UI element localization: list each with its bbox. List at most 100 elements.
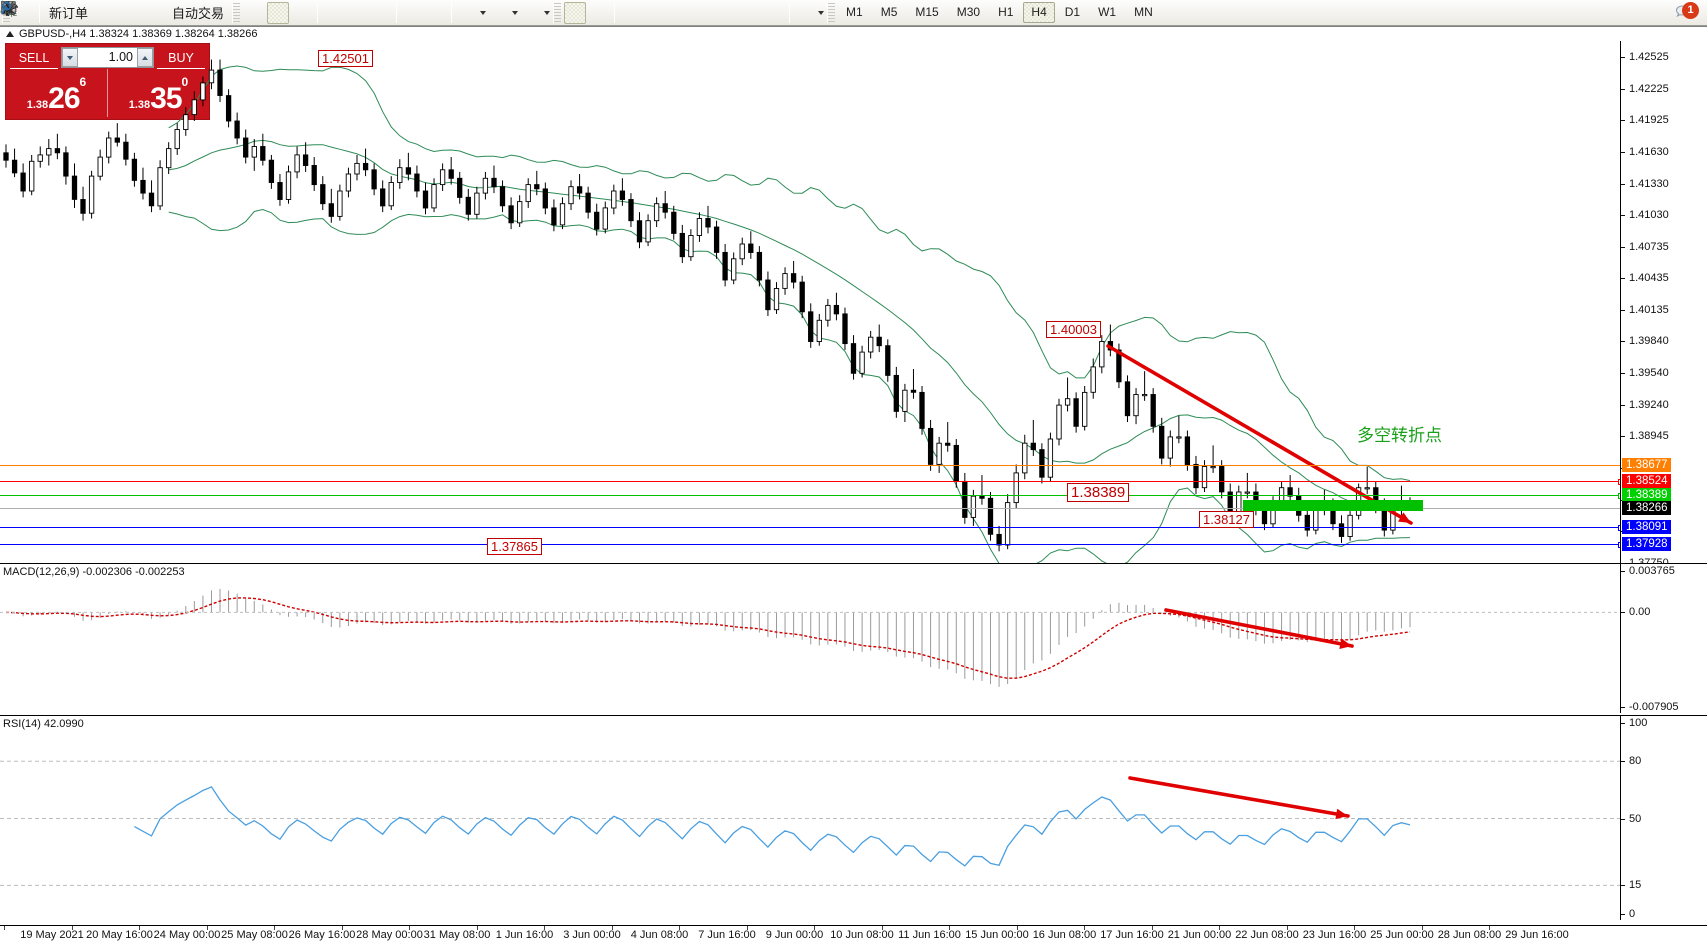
price-level-tag[interactable]: 1.37928	[1622, 537, 1671, 552]
time-tick	[4, 926, 5, 930]
time-label: 22 Jun 08:00	[1235, 929, 1299, 941]
macd-pane-canvas[interactable]: MACD(12,26,9) -0.002306 -0.002253	[0, 564, 1707, 713]
rsi-pane[interactable]: RSI(14) 42.0990 100 80 50 15 0	[0, 715, 1707, 920]
terminal-icon[interactable]	[1, 1, 141, 24]
one-click-trading-panel[interactable]: SELL 1.00 BUY 1.38 26 6 1.38 35 0	[5, 43, 210, 120]
search-icon[interactable]	[0, 1, 1672, 24]
zoom-out-icon[interactable]	[1, 1, 368, 24]
toolbar-grip-2[interactable]	[232, 2, 241, 23]
text-tool-icon[interactable]: A	[2, 2, 761, 24]
timeframe-m1[interactable]: M1	[846, 5, 863, 19]
rsi-pane-canvas[interactable]: RSI(14) 42.0990	[0, 716, 1707, 920]
templates-dropdown-arrow[interactable]	[543, 5, 551, 21]
time-label: 23 Jun 16:00	[1302, 929, 1367, 941]
new-order-button[interactable]: 新订单	[2, 1, 93, 24]
chart-shift-icon[interactable]	[2, 2, 447, 24]
price-tick: 1.41030	[1621, 209, 1669, 221]
buy-button[interactable]: BUY	[157, 47, 205, 69]
price-level-tag[interactable]: 1.38266	[1622, 501, 1671, 516]
folder-icon[interactable]	[0, 2, 117, 24]
period-clock-icon[interactable]	[1, 1, 510, 24]
buy-price-display[interactable]: 1.38 35 0	[107, 69, 209, 117]
rsi-tick: 100	[1621, 717, 1647, 729]
tile-windows-icon[interactable]	[1, 1, 392, 24]
cursor-icon[interactable]	[2, 0, 587, 24]
line-chart-icon[interactable]	[1, 2, 313, 24]
annotation-high-1-42501[interactable]: 1.42501	[318, 50, 373, 67]
toolbar-grip-4[interactable]	[827, 2, 836, 23]
period-dropdown-arrow[interactable]	[511, 5, 519, 21]
price-line-1-38677[interactable]	[0, 464, 1620, 466]
timeframe-w1[interactable]: W1	[1098, 5, 1117, 19]
timeframe-m15[interactable]: M15	[915, 5, 939, 19]
annotation-low-1-37865[interactable]: 1.37865	[487, 538, 542, 555]
price-chart-svg	[3, 59, 1413, 563]
arrows-icon[interactable]	[3, 2, 816, 24]
volume-input[interactable]: 1.00	[78, 48, 137, 67]
chart-title-bar: GBPUSD-,H4 1.38324 1.38369 1.38264 1.382…	[0, 27, 1707, 41]
indicator-dropdown-arrow[interactable]	[479, 5, 487, 21]
macd-pane[interactable]: MACD(12,26,9) -0.002306 -0.002253 0.0037…	[0, 563, 1707, 713]
annotation-swing-1-40003[interactable]: 1.40003	[1046, 321, 1101, 338]
trendline-icon[interactable]	[2, 2, 689, 24]
rsi-tick: 15	[1621, 879, 1641, 891]
oct-price-row: 1.38 26 6 1.38 35 0	[6, 69, 209, 117]
price-axis[interactable]: 1.42525 1.42225 1.41925 1.41630 1.41330 1.410…	[1620, 41, 1707, 569]
timeframe-h1[interactable]: H1	[998, 5, 1014, 19]
price-tick: 1.39240	[1621, 399, 1669, 411]
horizontal-line-icon[interactable]	[2, 2, 665, 24]
timeframe-h4[interactable]: H4	[1023, 2, 1055, 23]
volume-increment-button[interactable]	[137, 48, 153, 67]
sell-price-display[interactable]: 1.38 26 6	[6, 69, 107, 117]
price-level-tag[interactable]: 1.38677	[1622, 457, 1671, 472]
price-pane[interactable]: 1.42501 1.40003 1.38389 1.37865 1.38127 …	[0, 41, 1707, 569]
add-indicator-icon[interactable]	[2, 1, 478, 24]
price-level-tag[interactable]: 1.38091	[1622, 519, 1671, 534]
zoom-in-icon[interactable]	[1, 1, 344, 24]
sell-button[interactable]: SELL	[10, 47, 58, 69]
minimize-triangle-icon[interactable]	[6, 31, 14, 37]
timeframe-mn[interactable]: MN	[1134, 5, 1153, 19]
rsi-axis[interactable]: 100 80 50 15 0	[1620, 716, 1707, 920]
vertical-line-icon[interactable]	[6, 1, 641, 24]
autotrading-button[interactable]: 自动交易	[0, 2, 229, 24]
price-line-1-38389[interactable]	[0, 493, 1624, 500]
arrows-dropdown-arrow[interactable]	[817, 5, 825, 21]
timeframe-m5[interactable]: M5	[880, 5, 898, 19]
toolbar-grip-3[interactable]	[553, 2, 562, 23]
support-zone-highlight[interactable]	[1243, 500, 1423, 511]
price-line-1-37928[interactable]	[0, 542, 1624, 549]
equidistant-channel-icon[interactable]: E	[1, 1, 713, 24]
volume-decrement-button[interactable]	[62, 48, 78, 67]
price-level-tag[interactable]: 1.38389	[1622, 488, 1671, 503]
auto-scroll-icon[interactable]	[2, 2, 423, 24]
price-pane-canvas[interactable]: 1.42501 1.40003 1.38389 1.37865 1.38127 …	[0, 41, 1707, 563]
annotation-chinese-note[interactable]: 多空转折点	[1357, 426, 1442, 446]
chart-window[interactable]: GBPUSD-,H4 1.38324 1.38369 1.38264 1.382…	[0, 26, 1707, 946]
annotation-support-1-38389[interactable]: 1.38389	[1067, 483, 1130, 502]
time-axis[interactable]: 19 May 2021 20 May 16:00 24 May 00:00 25 Ma…	[0, 925, 1707, 946]
fibonacci-icon[interactable]: F	[2, 2, 737, 24]
time-tick	[71, 926, 73, 930]
time-label: 31 May 08:00	[423, 929, 491, 941]
svg-text:E: E	[13, 12, 17, 18]
time-label: 26 May 16:00	[288, 929, 356, 941]
signal-icon[interactable]	[1, 1, 165, 24]
notifications-icon[interactable]: 1	[1674, 1, 1700, 24]
annotation-breakdown-1-38127[interactable]: 1.38127	[1199, 511, 1254, 528]
price-line-1-38524[interactable]	[0, 478, 1624, 485]
crosshair-icon[interactable]	[1, 1, 610, 24]
price-tick: 1.41330	[1621, 178, 1669, 190]
bar-chart-icon[interactable]	[1, 2, 265, 24]
macd-axis[interactable]: 0.003765 0.00 -0.007905	[1620, 564, 1707, 713]
text-label-icon[interactable]: T	[1, 1, 785, 24]
templates-icon[interactable]	[1, 1, 542, 24]
candlestick-chart-icon[interactable]	[1, 1, 290, 24]
timeframe-d1[interactable]: D1	[1064, 5, 1081, 19]
rsi-tick: 50	[1621, 813, 1641, 825]
timeframe-m30[interactable]: M30	[956, 5, 981, 19]
volume-stepper[interactable]: 1.00	[61, 47, 154, 68]
macd-chart-svg	[0, 588, 1620, 687]
price-level-tag[interactable]: 1.38524	[1622, 473, 1671, 488]
price-line-1-38091[interactable]	[0, 524, 1624, 531]
